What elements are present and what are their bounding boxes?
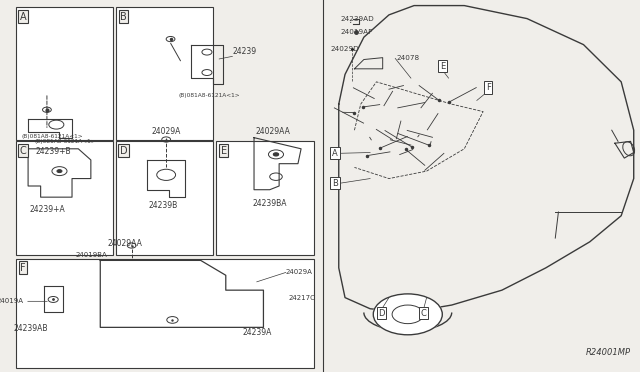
Text: 24239: 24239 — [232, 47, 256, 56]
Text: 24239+A: 24239+A — [29, 205, 65, 214]
Text: 24239AD: 24239AD — [340, 16, 374, 22]
Text: D: D — [378, 309, 385, 318]
Bar — [116, 141, 213, 255]
Text: 24029A: 24029A — [152, 127, 181, 136]
Text: R24001MP: R24001MP — [586, 348, 630, 357]
Bar — [216, 141, 314, 255]
Text: 24019BA: 24019BA — [75, 252, 107, 258]
Bar — [15, 259, 314, 368]
Text: 24239AB: 24239AB — [14, 324, 49, 333]
Text: 24029D: 24029D — [331, 46, 359, 52]
Text: E: E — [221, 146, 227, 155]
Text: A: A — [332, 149, 338, 158]
Text: 24078: 24078 — [397, 55, 420, 61]
Text: 24029AA: 24029AA — [108, 238, 143, 247]
Text: (B)081A8-6121A<1>: (B)081A8-6121A<1> — [22, 134, 83, 139]
Text: A: A — [20, 12, 26, 22]
Text: C: C — [420, 309, 426, 318]
Text: F: F — [486, 83, 490, 92]
Circle shape — [273, 153, 278, 156]
Text: F: F — [20, 263, 26, 273]
Text: C: C — [20, 146, 26, 155]
Text: 24019AF: 24019AF — [340, 29, 373, 35]
Bar — [15, 141, 113, 255]
Text: 24217C: 24217C — [289, 295, 316, 301]
Text: 24239+B: 24239+B — [35, 147, 71, 156]
Text: 24239A: 24239A — [243, 328, 272, 337]
Bar — [116, 7, 213, 140]
Text: (B)081A8-6121A<1>: (B)081A8-6121A<1> — [35, 139, 96, 144]
Circle shape — [57, 170, 62, 173]
Text: E: E — [440, 62, 445, 71]
Text: 24019A: 24019A — [0, 298, 24, 304]
Text: 24239BA: 24239BA — [252, 199, 287, 208]
Text: 24029A: 24029A — [285, 269, 312, 275]
Text: (B)081A8-6121A<1>: (B)081A8-6121A<1> — [179, 93, 241, 98]
Circle shape — [373, 294, 442, 335]
Text: B: B — [332, 179, 338, 187]
Text: D: D — [120, 146, 127, 155]
Text: 24239B: 24239B — [148, 201, 178, 210]
Bar — [15, 7, 113, 140]
Text: 24029AA: 24029AA — [255, 127, 291, 136]
Text: B: B — [120, 12, 127, 22]
